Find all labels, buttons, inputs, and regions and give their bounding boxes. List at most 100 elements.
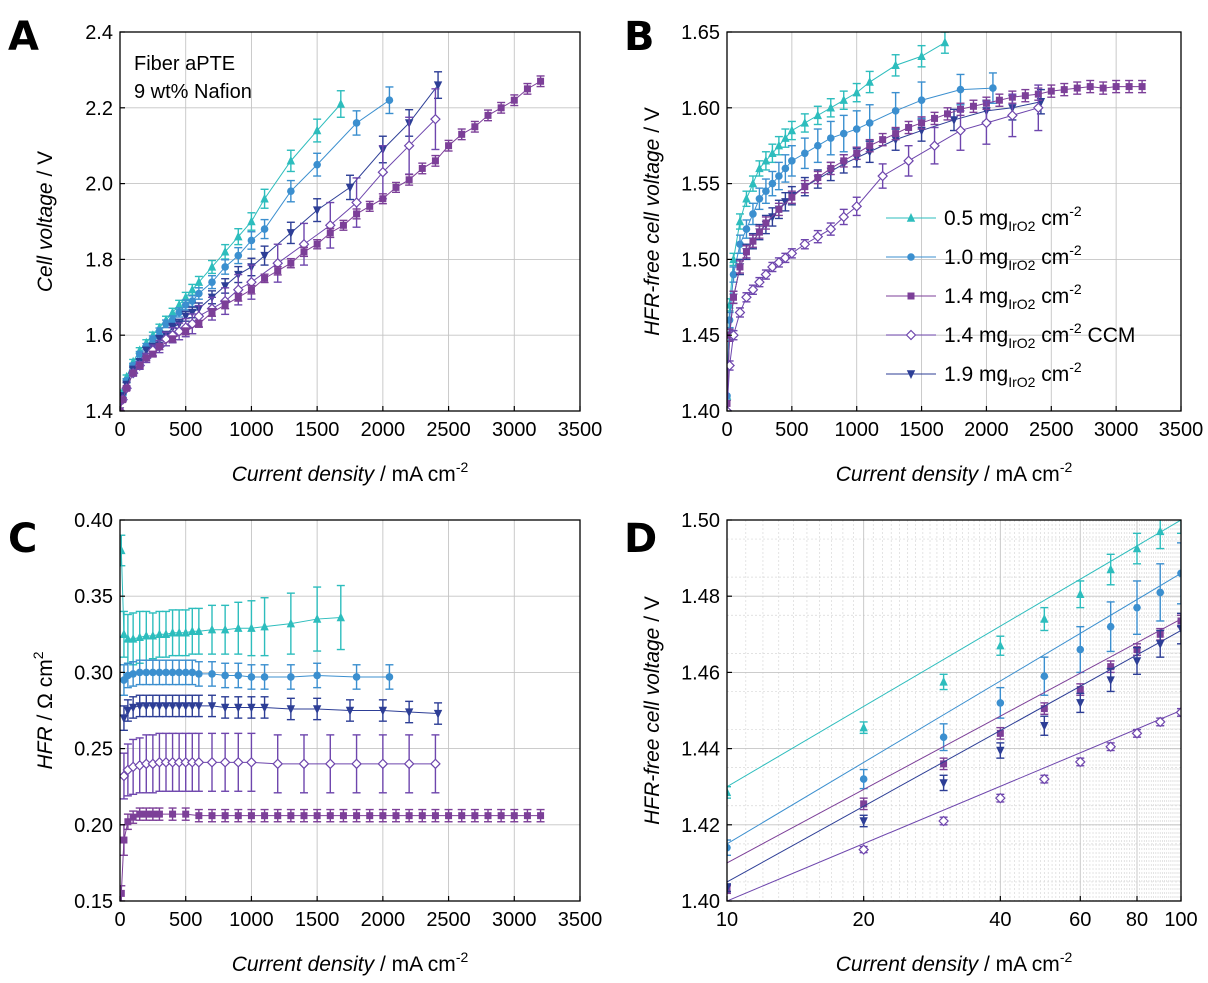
panel-b-data-point xyxy=(1032,102,1044,114)
panel-b-data-point xyxy=(747,284,759,296)
legend-marker xyxy=(907,253,915,261)
panel-b-data-point xyxy=(931,114,939,122)
panel-c-data-point xyxy=(207,702,217,711)
panel-c-data-point xyxy=(120,889,125,897)
panel-c-ytick-label: 0.35 xyxy=(74,586,113,608)
panel-d-plot: 10 20 40 60 80 100 1.40 1.42 1.44 1.46 1.48 1.50 Cur… xyxy=(641,510,1198,976)
panel-a-data-point xyxy=(129,369,137,377)
panel-c-data-point xyxy=(405,812,413,820)
panel-b-data-point xyxy=(736,263,744,271)
legend: 0.5 mgIrO2 cm-21.0 mgIrO2 cm-21.4 mgIrO2… xyxy=(886,203,1135,390)
panel-c-data-point xyxy=(312,705,322,714)
panel-a-ytick-label: 2.4 xyxy=(85,22,113,44)
panel-c-data-point xyxy=(313,671,321,680)
panel-c-data-point xyxy=(120,629,129,638)
legend-label: 1.0 mgIrO2 cm-2 xyxy=(944,242,1082,273)
panel-d-data-point xyxy=(1156,588,1165,597)
panel-b-data-point xyxy=(949,116,959,125)
panel-b-data-point xyxy=(918,119,926,127)
panel-a-data-point xyxy=(162,320,170,328)
legend-marker xyxy=(906,213,916,222)
panel-c-data-point xyxy=(220,624,230,634)
panel-a-series-s05 xyxy=(120,90,345,411)
legend-label-prefix: 1.0 mg xyxy=(944,246,1008,269)
panel-c-data-point xyxy=(497,812,505,820)
panel-b-ytick-label: 1.40 xyxy=(681,401,720,423)
panel-a-y-axis-title-rest: / V xyxy=(34,151,57,183)
legend-label: 1.4 mgIrO2 cm-2 CCM xyxy=(944,320,1135,351)
panel-b-data-point xyxy=(773,257,785,268)
panel-a-data-point xyxy=(286,155,296,165)
panel-c-data-point xyxy=(286,705,296,714)
panel-d-data-point xyxy=(996,640,1005,650)
panel-c-data-point xyxy=(162,668,170,677)
panel-b-data-point xyxy=(1138,83,1146,91)
panel-a-data-point xyxy=(181,301,190,309)
panel-b-data-point xyxy=(866,142,874,150)
panel-a-data-point xyxy=(313,240,321,248)
panel-d-xtick-label: 100 xyxy=(1164,909,1197,931)
legend-label-sup: -2 xyxy=(1069,320,1082,336)
panel-d-data-point xyxy=(1177,511,1185,520)
panel-c-series-s10 xyxy=(120,659,394,696)
panel-b-xtick-label: 0 xyxy=(721,419,732,441)
panel-d-data-point xyxy=(858,844,870,855)
panel-d-data-point xyxy=(1106,676,1115,686)
panel-a-data-point xyxy=(313,160,321,169)
panel-b-data-point xyxy=(969,102,977,110)
legend-label-sup: -2 xyxy=(1069,203,1082,219)
panel-b-data-point xyxy=(989,84,997,92)
panel-c-data-point xyxy=(300,812,308,820)
panel-c-data-point xyxy=(194,702,204,711)
panel-c-letter: C xyxy=(8,516,37,562)
panel-a-data-point xyxy=(123,384,131,392)
panel-d-data-point xyxy=(1040,705,1048,713)
panel-b-data-point xyxy=(788,193,796,201)
panel-c-data-point xyxy=(298,758,310,770)
panel-b-data-point xyxy=(1112,83,1120,91)
panel-d-data-point xyxy=(727,883,732,893)
panel-d-series-line xyxy=(727,520,1181,788)
panel-c-data-point xyxy=(181,668,190,677)
panel-b-data-point xyxy=(755,194,764,203)
panel-b-data-point xyxy=(995,96,1003,104)
panel-c-data-point xyxy=(403,758,415,770)
panel-c-data-point xyxy=(174,702,184,711)
panel-b-data-point xyxy=(905,124,913,132)
panel-d-series-line xyxy=(727,630,1181,883)
legend-label-prefix: 1.9 mg xyxy=(944,363,1008,386)
panel-c-series-layer xyxy=(120,534,545,901)
panel-d-series-line xyxy=(727,618,1181,864)
panel-a-data-point xyxy=(174,299,184,309)
panel-c-data-point xyxy=(234,812,242,820)
panel-b-data-point xyxy=(727,405,733,411)
panel-c-xtick-label: 3000 xyxy=(492,909,537,931)
panel-c-data-point xyxy=(149,810,157,818)
panel-c-x-axis-title-sup: -2 xyxy=(456,949,469,965)
panel-a-data-point xyxy=(207,261,217,271)
panel-a-data-point xyxy=(523,85,531,93)
panel-c-ytick-label: 0.20 xyxy=(74,815,113,837)
legend-label-unit: cm xyxy=(1035,363,1069,386)
panel-a-data-point xyxy=(433,81,443,91)
panel-c-data-point xyxy=(286,618,296,628)
panel-c-series-line xyxy=(120,813,541,894)
panel-b-x-axis-title: Current density / mA cm-2 xyxy=(836,459,1073,486)
panel-a-data-point xyxy=(326,229,334,237)
panel-c-data-point xyxy=(232,756,244,768)
panel-b-data-point xyxy=(814,174,822,182)
legend-entry-s14: 1.4 mgIrO2 cm-2 xyxy=(886,281,1082,312)
panel-b-data-point xyxy=(762,187,770,195)
panel-c-data-point xyxy=(142,810,150,818)
panel-b-data-point xyxy=(774,140,784,150)
panel-d-data-point xyxy=(1074,756,1086,768)
panel-b-data-point xyxy=(840,157,848,165)
panel-c-data-point xyxy=(484,812,492,820)
panel-b-data-point xyxy=(891,107,900,115)
panel-c-series-line xyxy=(120,550,341,640)
panel-c-xtick-label: 500 xyxy=(169,909,202,931)
panel-b-data-point xyxy=(1021,92,1029,100)
panel-d-data-point xyxy=(1038,773,1050,785)
panel-c-ytick-label: 0.40 xyxy=(74,510,113,532)
panel-c-y-axis-title: HFR / Ω cm2 xyxy=(30,651,57,769)
